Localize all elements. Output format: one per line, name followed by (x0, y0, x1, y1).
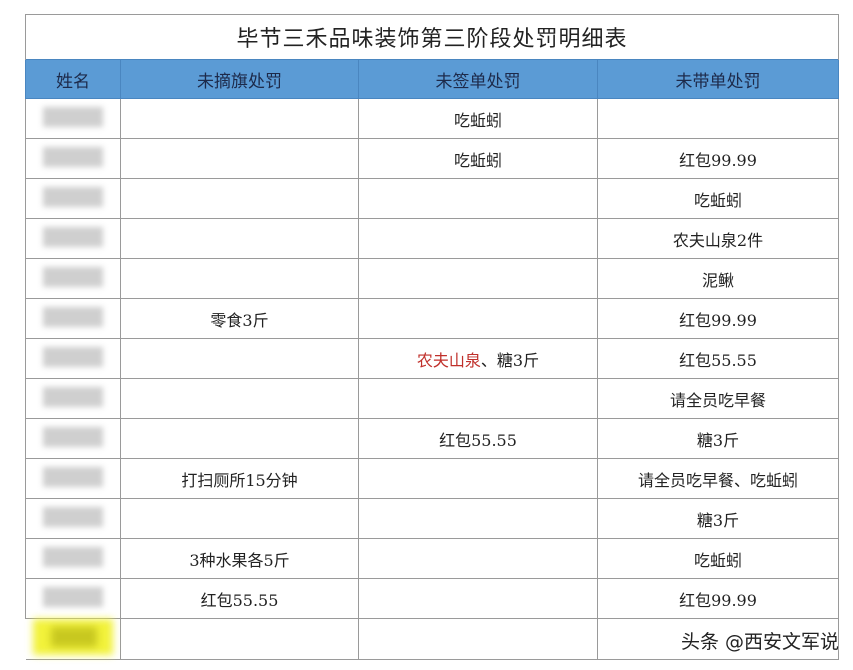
blurred-name (43, 106, 103, 127)
name-cell-redacted (25, 458, 121, 499)
table-row: 请全员吃早餐 (25, 378, 840, 419)
blurred-name (43, 306, 103, 327)
penalty-cell: 泥鳅 (596, 258, 840, 299)
penalty-cell: 请全员吃早餐 (596, 378, 840, 419)
highlight-mark (32, 619, 113, 655)
cell-text: 、糖3斤 (480, 350, 540, 370)
table-title: 毕节三禾品味装饰第三阶段处罚明细表 (24, 14, 840, 60)
penalty-cell: 红包55.55 (120, 578, 359, 619)
penalty-cell: 请全员吃早餐、吃蚯蚓 (596, 458, 840, 499)
penalty-cell (120, 338, 359, 379)
penalty-cell: 吃蚯蚓 (596, 178, 840, 219)
table-row (25, 618, 840, 660)
blurred-name (43, 426, 103, 447)
blurred-name (43, 186, 103, 207)
table-row: 糖3斤 (25, 498, 840, 539)
penalty-cell: 红包99.99 (596, 298, 840, 339)
blurred-name (43, 146, 103, 167)
penalty-cell (596, 618, 840, 660)
penalty-table: 毕节三禾品味装饰第三阶段处罚明细表 姓名 未摘旗处罚 未签单处罚 未带单处罚 吃蚯蚓吃… (24, 14, 840, 660)
blurred-name (43, 466, 103, 487)
blurred-name (43, 386, 103, 407)
name-cell-redacted (25, 178, 121, 219)
penalty-cell: 红包55.55 (596, 338, 840, 379)
penalty-cell: 零食3斤 (120, 298, 359, 339)
penalty-cell (358, 578, 598, 619)
name-cell-redacted (25, 618, 121, 660)
penalty-cell: 吃蚯蚓 (358, 138, 598, 179)
blurred-name (43, 226, 103, 247)
name-cell-redacted (25, 298, 121, 339)
penalty-cell: 3种水果各5斤 (120, 538, 359, 579)
table-row: 打扫厕所15分钟 请全员吃早餐、吃蚯蚓 (25, 458, 840, 499)
column-header: 姓名 (25, 59, 121, 99)
blurred-name (43, 506, 103, 527)
name-cell-redacted (25, 578, 121, 619)
table-row: 3种水果各5斤 吃蚯蚓 (25, 538, 840, 579)
penalty-cell (358, 538, 598, 579)
penalty-cell (120, 618, 359, 660)
column-header: 未摘旗处罚 (120, 59, 359, 99)
penalty-cell (358, 298, 598, 339)
penalty-cell (358, 378, 598, 419)
name-cell-redacted (25, 498, 121, 539)
table-row: 农夫山泉、糖3斤 红包55.55 (25, 338, 840, 379)
penalty-cell (120, 98, 359, 139)
penalty-cell (120, 138, 359, 179)
penalty-cell (358, 258, 598, 299)
penalty-cell (120, 498, 359, 539)
blurred-name (43, 346, 103, 367)
penalty-cell: 农夫山泉、糖3斤 (358, 338, 598, 379)
penalty-cell (358, 178, 598, 219)
penalty-cell (120, 418, 359, 459)
watermark: 头条 @西安文军说 (680, 631, 839, 653)
penalty-cell: 吃蚯蚓 (358, 98, 598, 139)
penalty-cell (358, 458, 598, 499)
penalty-cell: 农夫山泉2件 (596, 218, 840, 259)
blurred-name (43, 266, 103, 287)
penalty-cell (120, 258, 359, 299)
table-row: 红包55.55 红包99.99 (25, 578, 840, 619)
penalty-cell: 红包99.99 (596, 578, 840, 619)
name-cell-redacted (25, 218, 121, 259)
blurred-name (43, 546, 103, 567)
column-header: 未签单处罚 (358, 59, 598, 99)
table-row: 泥鳅 (25, 258, 840, 299)
penalty-cell (358, 618, 598, 660)
penalty-cell (358, 218, 598, 259)
blurred-name (43, 586, 103, 607)
penalty-cell (120, 378, 359, 419)
penalty-cell: 打扫厕所15分钟 (120, 458, 359, 499)
table-row: 零食3斤 红包99.99 (25, 298, 840, 339)
name-cell-redacted (25, 98, 121, 139)
penalty-cell (120, 218, 359, 259)
name-cell-redacted (25, 418, 121, 459)
name-cell-redacted (25, 378, 121, 419)
penalty-table-container: 毕节三禾品味装饰第三阶段处罚明细表 姓名 未摘旗处罚 未签单处罚 未带单处罚 吃蚯蚓吃… (24, 14, 840, 660)
table-row: 吃蚯蚓 (25, 178, 840, 219)
penalty-cell (120, 178, 359, 219)
penalty-cell: 吃蚯蚓 (596, 538, 840, 579)
table-row: 吃蚯蚓 (25, 98, 840, 139)
penalty-cell (358, 498, 598, 539)
name-cell-redacted (25, 138, 121, 179)
red-text: 农夫山泉 (416, 350, 481, 370)
penalty-cell: 红包99.99 (596, 138, 840, 179)
table-row: 红包55.55 糖3斤 (25, 418, 840, 459)
penalty-cell (596, 98, 840, 139)
column-header: 未带单处罚 (596, 59, 840, 99)
table-row: 吃蚯蚓 红包99.99 (25, 138, 840, 179)
penalty-cell: 红包55.55 (358, 418, 598, 459)
name-cell-redacted (25, 338, 121, 379)
table-row: 农夫山泉2件 (25, 218, 840, 259)
penalty-cell: 糖3斤 (596, 498, 840, 539)
penalty-cell: 糖3斤 (596, 418, 840, 459)
name-cell-redacted (25, 258, 121, 299)
name-cell-redacted (25, 538, 121, 579)
